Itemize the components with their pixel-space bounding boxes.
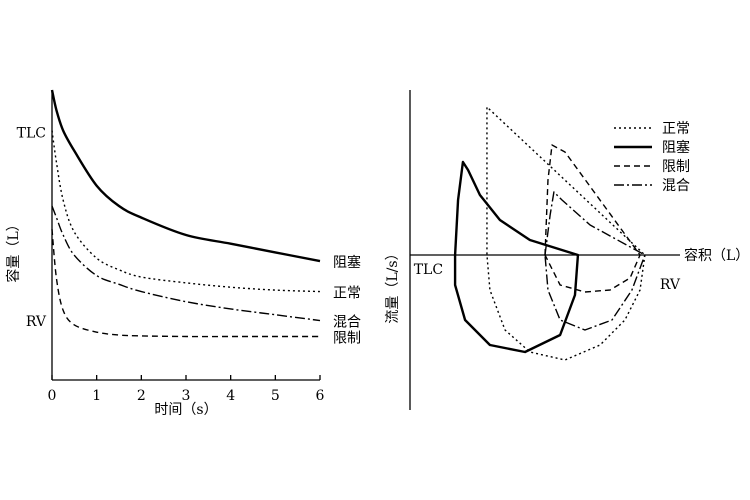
y-tick-label: TLC xyxy=(17,126,46,142)
x-tick-label: 2 xyxy=(137,388,146,404)
y-axis-label: 容量（L） xyxy=(5,217,22,282)
x-axis-label: 容积（L） xyxy=(684,247,749,264)
y-axis-label: 流量（L/s） xyxy=(385,246,401,323)
series-loop xyxy=(453,160,580,354)
x-tick-label: 4 xyxy=(226,388,235,404)
series-line xyxy=(51,229,320,338)
x-tick-label: 6 xyxy=(316,388,325,404)
series-line xyxy=(50,89,321,263)
series-line xyxy=(51,205,321,322)
x-tick-label: 0 xyxy=(48,388,57,404)
legend-label: 阻塞 xyxy=(662,139,690,156)
x-tick-label: 5 xyxy=(271,388,280,404)
x-tick-label: TLC xyxy=(414,262,443,278)
x-tick-label: 1 xyxy=(92,388,101,404)
series-end-label: 正常 xyxy=(333,286,361,302)
series-line xyxy=(51,130,321,293)
legend-label: 正常 xyxy=(662,121,690,137)
series-end-label: 限制 xyxy=(333,331,361,347)
legend-label: 混合 xyxy=(662,178,690,194)
series-loop xyxy=(544,191,646,331)
x-tick-label: 3 xyxy=(182,388,191,404)
y-tick-label: RV xyxy=(26,314,47,330)
legend-label: 限制 xyxy=(662,159,690,175)
series-loop xyxy=(544,144,641,293)
x-axis-label: 时间（s） xyxy=(154,402,217,418)
series-end-label: 阻塞 xyxy=(333,254,361,271)
series-end-label: 混合 xyxy=(333,315,361,331)
x-tick-label: RV xyxy=(660,277,681,293)
